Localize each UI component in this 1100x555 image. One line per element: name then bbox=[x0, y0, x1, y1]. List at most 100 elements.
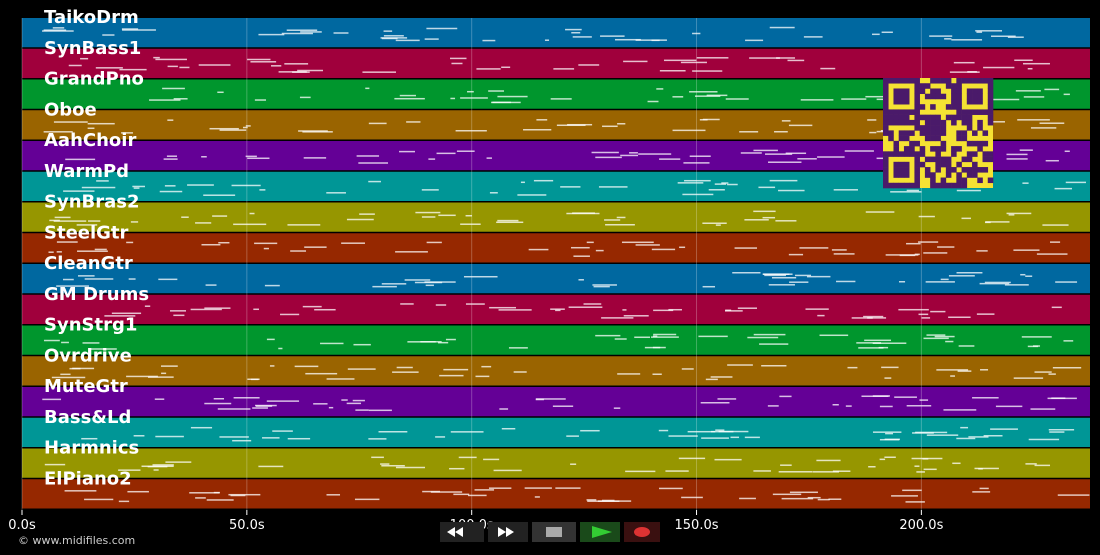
qr-module bbox=[893, 88, 900, 95]
track-name: WarmPd bbox=[44, 161, 129, 182]
qr-module bbox=[883, 104, 889, 110]
qr-module bbox=[972, 78, 978, 84]
note bbox=[807, 496, 821, 499]
note bbox=[573, 255, 590, 257]
note bbox=[195, 497, 206, 499]
note bbox=[953, 61, 975, 64]
note bbox=[1006, 153, 1028, 156]
note bbox=[602, 125, 618, 128]
note bbox=[333, 32, 349, 34]
note bbox=[328, 406, 334, 409]
note bbox=[656, 88, 664, 90]
qr-module bbox=[924, 135, 931, 142]
note bbox=[926, 334, 946, 336]
note bbox=[906, 189, 919, 192]
note bbox=[258, 33, 285, 36]
qr-module bbox=[883, 130, 889, 136]
note bbox=[56, 251, 62, 253]
note bbox=[769, 179, 798, 182]
note bbox=[672, 96, 684, 98]
qr-module bbox=[951, 93, 957, 100]
note bbox=[254, 242, 278, 245]
note bbox=[923, 337, 949, 340]
note bbox=[250, 61, 277, 63]
note bbox=[717, 398, 737, 400]
qr-module bbox=[914, 125, 920, 131]
qr-module bbox=[909, 140, 915, 147]
qr-module bbox=[924, 119, 931, 126]
qr-module bbox=[940, 156, 947, 163]
track-band bbox=[22, 479, 1090, 509]
qr-module bbox=[888, 109, 894, 115]
note bbox=[1021, 336, 1052, 338]
qr-module bbox=[930, 177, 936, 184]
note bbox=[1030, 408, 1056, 410]
note bbox=[90, 348, 117, 350]
note bbox=[1023, 96, 1045, 98]
note bbox=[1027, 345, 1039, 348]
rewind-icon bbox=[447, 527, 463, 537]
note bbox=[570, 246, 590, 249]
note bbox=[678, 457, 706, 460]
qr-module bbox=[893, 98, 900, 105]
note bbox=[635, 39, 667, 41]
qr-module bbox=[945, 167, 952, 173]
note bbox=[501, 66, 511, 69]
note bbox=[499, 408, 509, 410]
note bbox=[1017, 119, 1050, 121]
note bbox=[65, 158, 96, 161]
note bbox=[734, 247, 758, 249]
qr-module bbox=[914, 93, 920, 100]
qr-module bbox=[961, 78, 968, 84]
note bbox=[614, 338, 627, 340]
note bbox=[730, 436, 740, 439]
note bbox=[758, 186, 776, 189]
note bbox=[508, 347, 528, 349]
note bbox=[555, 309, 561, 312]
note bbox=[869, 131, 877, 134]
note bbox=[111, 312, 142, 315]
note bbox=[727, 364, 753, 366]
qr-module bbox=[888, 151, 894, 157]
track-name: CleanGtr bbox=[44, 253, 133, 274]
note bbox=[718, 430, 749, 433]
note bbox=[313, 403, 328, 405]
note bbox=[439, 374, 464, 377]
note bbox=[668, 435, 698, 437]
note bbox=[84, 498, 114, 501]
note bbox=[443, 368, 469, 371]
qr-module bbox=[956, 88, 962, 95]
note bbox=[189, 492, 220, 494]
note bbox=[69, 367, 81, 370]
note bbox=[95, 67, 123, 69]
note bbox=[702, 222, 727, 224]
note bbox=[668, 308, 682, 311]
qr-module bbox=[919, 130, 926, 136]
note bbox=[426, 241, 442, 244]
note bbox=[550, 308, 565, 310]
note bbox=[552, 405, 574, 407]
note bbox=[300, 31, 322, 33]
qr-module bbox=[924, 125, 931, 131]
note bbox=[64, 490, 97, 492]
note bbox=[833, 253, 855, 255]
qr-module bbox=[956, 161, 962, 168]
note bbox=[653, 309, 674, 312]
qr-module bbox=[945, 172, 952, 178]
qr-module bbox=[956, 109, 962, 115]
note bbox=[1014, 59, 1033, 62]
note bbox=[715, 224, 721, 226]
note bbox=[205, 284, 217, 286]
qr-module bbox=[898, 78, 905, 84]
qr-module bbox=[966, 140, 973, 147]
qr-module bbox=[893, 161, 900, 168]
note bbox=[613, 407, 621, 409]
qr-module bbox=[977, 98, 983, 105]
note bbox=[906, 405, 932, 407]
qr-module bbox=[972, 167, 978, 173]
note bbox=[872, 431, 902, 433]
note bbox=[62, 278, 74, 281]
note bbox=[586, 499, 597, 501]
note bbox=[923, 468, 937, 471]
qr-module bbox=[914, 161, 920, 168]
